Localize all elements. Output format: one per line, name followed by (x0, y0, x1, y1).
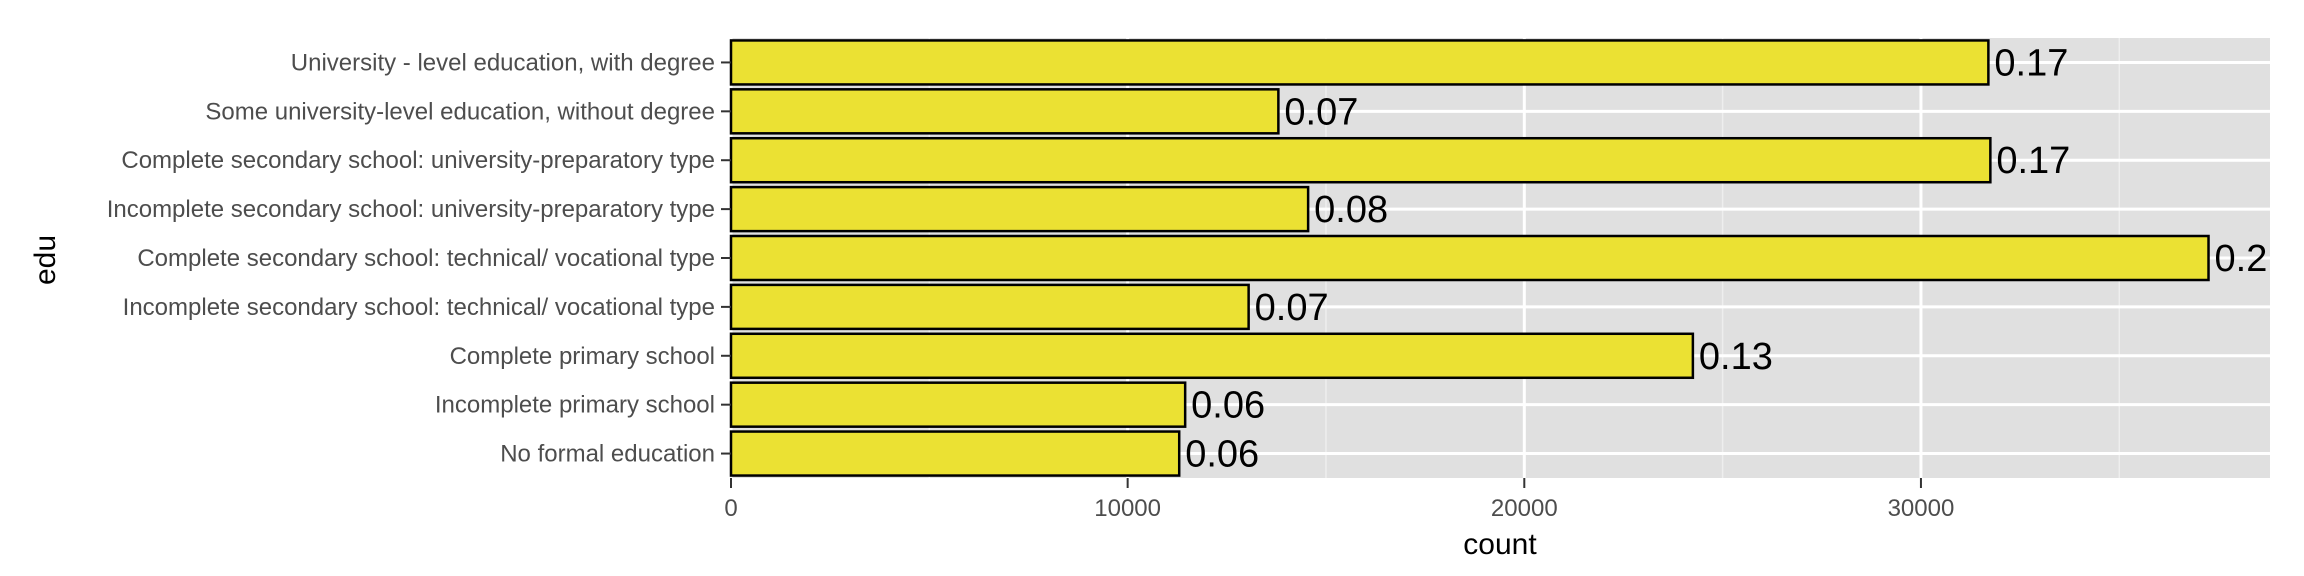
bar (729, 430, 1181, 477)
data-label: 0.08 (1314, 189, 1388, 231)
bar (729, 185, 1310, 233)
x-tick-label: 0 (724, 495, 737, 522)
y-tick-label: Complete secondary school: technical/ vo… (137, 245, 715, 272)
data-label: 0.17 (1994, 42, 2068, 84)
y-tick-label: Complete primary school (450, 343, 715, 370)
data-label: 0.13 (1699, 336, 1773, 378)
y-tick-label: No formal education (500, 441, 715, 468)
data-label: 0.17 (1996, 140, 2070, 182)
bar (729, 136, 1992, 184)
x-tick-label: 10000 (1094, 495, 1161, 522)
axis-layer: University - level education, with degre… (107, 49, 1955, 522)
data-label: 0.2 (2215, 238, 2268, 280)
x-tick-label: 20000 (1491, 495, 1558, 522)
y-tick-label: University - level education, with degre… (291, 49, 715, 76)
bar (729, 381, 1187, 428)
data-label: 0.07 (1284, 91, 1358, 133)
y-tick-label: Incomplete secondary school: technical/ … (123, 294, 715, 321)
y-axis-title: edu (29, 235, 62, 285)
bar-layer (729, 39, 2210, 477)
y-tick-label: Some university-level education, without… (205, 98, 715, 125)
bar (729, 39, 1990, 86)
bar (729, 283, 1250, 331)
bar (729, 88, 1280, 135)
data-label: 0.07 (1255, 287, 1329, 329)
x-axis-title: count (1463, 528, 1537, 561)
data-label: 0.06 (1191, 385, 1265, 427)
y-tick-label: Complete secondary school: university-pr… (121, 147, 715, 174)
bar (729, 234, 2210, 282)
data-label-layer: 0.17 0.07 0.17 0.08 0.2 0.07 0.13 0.06 0.06 (1185, 42, 2267, 475)
bar (729, 332, 1695, 380)
y-tick-label: Incomplete secondary school: university-… (107, 196, 715, 223)
x-tick-label: 30000 (1888, 495, 1955, 522)
y-tick-label: Incomplete primary school (435, 392, 715, 419)
data-label: 0.06 (1185, 434, 1259, 476)
